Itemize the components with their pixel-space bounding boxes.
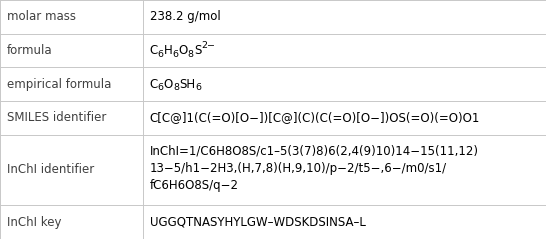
Text: 8: 8 — [188, 50, 194, 59]
Text: 6: 6 — [173, 50, 179, 59]
Text: C: C — [150, 44, 158, 57]
Text: H: H — [164, 44, 173, 57]
Text: 8: 8 — [173, 83, 179, 92]
Text: SMILES identifier: SMILES identifier — [7, 111, 106, 124]
Text: molar mass: molar mass — [7, 10, 75, 23]
Text: InChI=1/C6H8O8S/c1–5(3(7)8)6(2,4(9)10)14−15(11,12)
13−5/h1−2H3,(H,7,8)(H,9,10)/p: InChI=1/C6H8O8S/c1–5(3(7)8)6(2,4(9)10)14… — [150, 144, 479, 192]
Text: 6: 6 — [158, 83, 164, 92]
Text: O: O — [164, 78, 173, 91]
Text: SH: SH — [179, 78, 195, 91]
Text: C[C@]1(C(=O)[O−])[C@](C)(C(=O)[O−])OS(=O)(=O)O1: C[C@]1(C(=O)[O−])[C@](C)(C(=O)[O−])OS(=O… — [150, 111, 480, 124]
Text: empirical formula: empirical formula — [7, 78, 111, 91]
Text: UGGQTNASYHYLGW–WDSKDSINSA–L: UGGQTNASYHYLGW–WDSKDSINSA–L — [150, 216, 365, 229]
Text: C: C — [150, 78, 158, 91]
Text: 238.2 g/mol: 238.2 g/mol — [150, 10, 221, 23]
Text: InChI key: InChI key — [7, 216, 61, 229]
Text: S: S — [194, 44, 201, 57]
Text: 6: 6 — [195, 83, 201, 92]
Text: InChI identifier: InChI identifier — [7, 163, 94, 176]
Text: 6: 6 — [158, 50, 164, 59]
Text: 2−: 2− — [201, 41, 215, 50]
Text: formula: formula — [7, 44, 52, 57]
Text: O: O — [179, 44, 188, 57]
